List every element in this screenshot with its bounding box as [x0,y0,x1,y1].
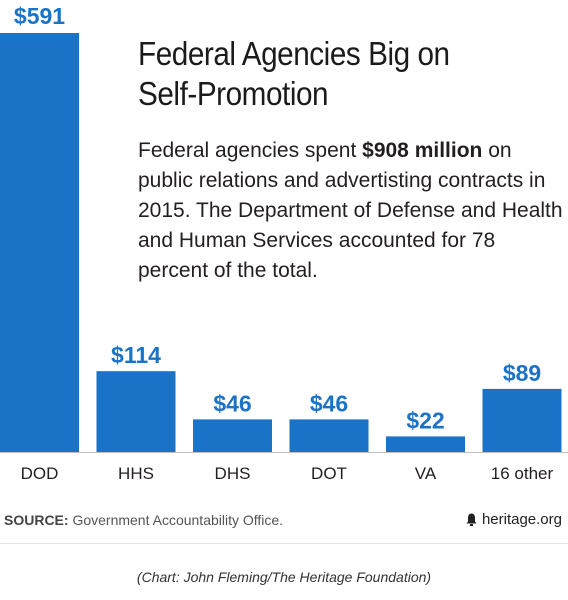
brand-mark: heritage.org [466,511,562,528]
subtitle-text-start: Federal agencies spent [138,139,363,162]
source-note: SOURCE: Government Accountability Office… [4,512,283,528]
bar-dod [0,33,79,452]
bar-dhs [193,419,272,452]
bar-va [386,436,465,452]
chart-subtitle: Federal agencies spent $908 million on p… [138,136,563,286]
brand-text: heritage.org [481,511,562,528]
category-label: DOD [21,464,59,483]
subtitle-highlight: $908 million [362,139,483,162]
source-text: Government Accountability Office. [68,512,284,528]
source-label: SOURCE: [4,512,69,528]
category-label: VA [415,464,437,483]
category-label: DOT [311,464,347,483]
bar-hhs [96,371,176,452]
data-label: $89 [503,360,541,386]
chart-title: Federal Agencies Big on Self-Promotion [138,34,516,114]
bar-dot [289,419,369,452]
bell-icon [466,513,477,526]
bar-16-other [482,388,562,452]
divider [0,543,568,544]
subtitle-text-end: on public relations and advertisting con… [138,139,563,282]
data-label: $46 [213,390,251,416]
data-label: $46 [310,390,348,416]
chart-caption: (Chart: John Fleming/The Heritage Founda… [136,569,432,585]
data-label: $591 [14,3,65,29]
data-label: $22 [406,407,444,433]
bar-chart: $591 DOD $114 HHS $46 DHS $46 DOT $22 VA $89 16 oth… [0,3,568,483]
chart-title-line-1: Federal Agencies Big on [138,35,450,72]
chart-title-line-2: Self-Promotion [138,75,329,112]
data-label: $114 [111,342,161,368]
category-label: DHS [215,464,251,483]
category-label: HHS [118,464,154,483]
category-label: 16 other [491,464,554,483]
